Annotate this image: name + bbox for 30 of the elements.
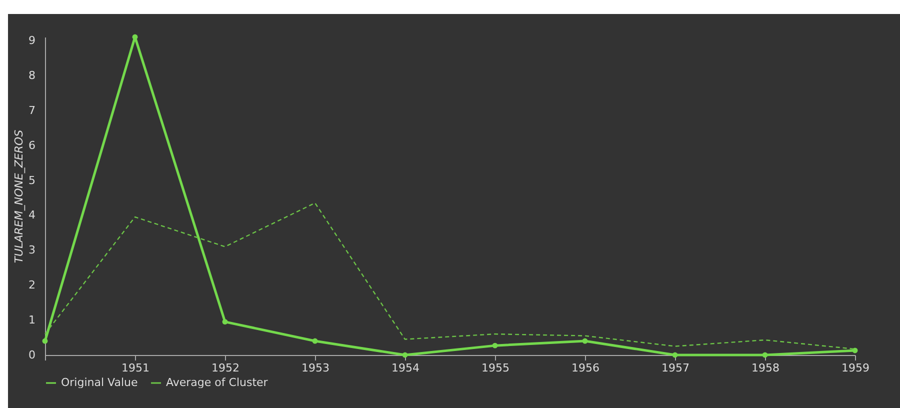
x-tick-label: 1956 [572,362,600,374]
y-tick-label: 2 [28,278,36,292]
x-tick-label: 1954 [392,362,420,374]
x-tick-label: 1958 [752,362,780,374]
y-tick-label: 9 [28,34,36,47]
x-tick-label: 1957 [662,362,690,374]
y-tick-label: 5 [28,174,36,187]
x-tick-label: 1951 [122,362,150,374]
y-tick-label: 6 [28,138,36,152]
y-tick-label: 4 [28,208,36,222]
x-tick-label: 1953 [302,362,330,374]
y-tick-label: 0 [28,348,36,362]
legend-label: Original Value [61,376,138,389]
y-axis-title: TULAREM_NONE_ZEROS [12,130,26,264]
y-tick-label: 1 [28,314,36,327]
x-tick-label: 1959 [842,362,870,374]
y-tick-label: 3 [28,244,36,257]
legend-label: Average of Cluster [166,376,268,389]
point [42,338,48,344]
x-tick-label: 1952 [212,362,240,374]
point [492,342,498,348]
y-tick-label: 7 [28,104,36,117]
point [762,352,768,358]
point [672,352,678,358]
point [222,319,228,325]
point [312,338,318,344]
point [402,352,408,358]
point [582,338,588,344]
y-tick-label: 8 [28,68,36,82]
x-tick-label: 1955 [482,362,510,374]
